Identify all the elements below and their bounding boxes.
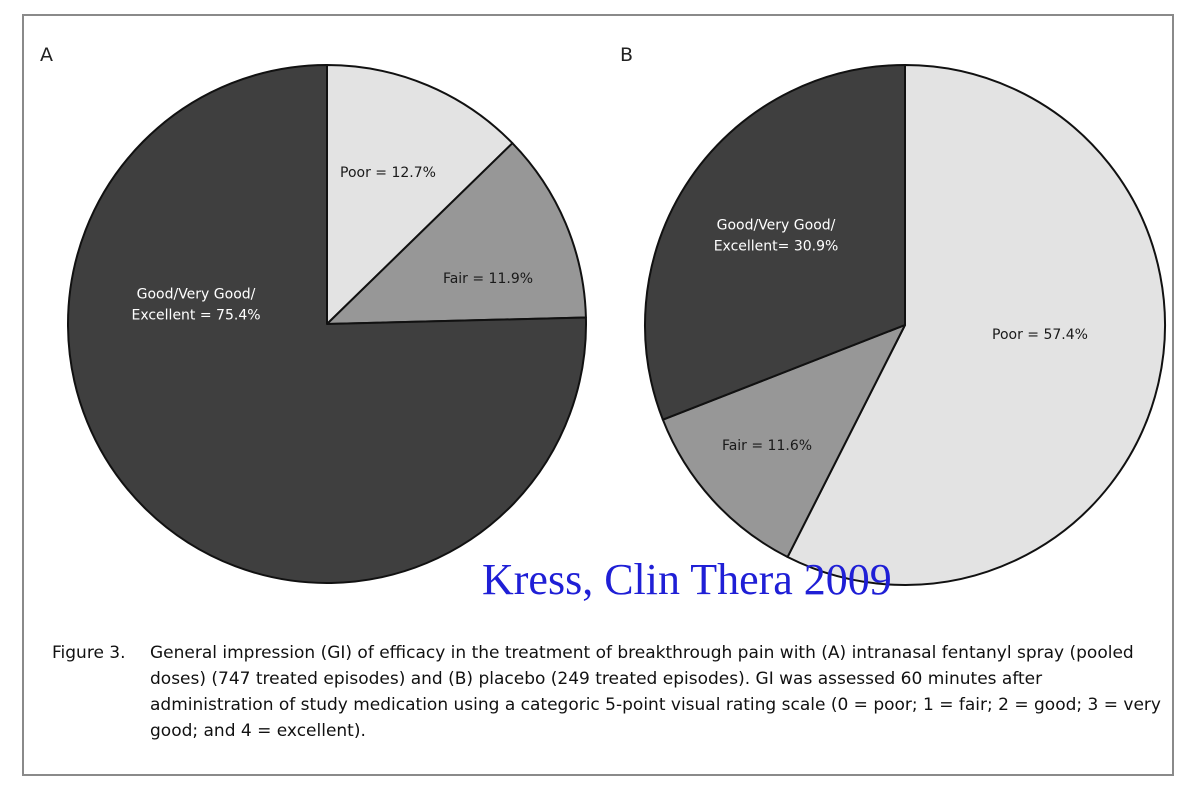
caption-number: Figure 3. <box>52 643 126 663</box>
slice-label-line: Good/Very Good/ <box>137 287 256 303</box>
pie-slice <box>786 64 1166 586</box>
pie-slice <box>661 324 906 558</box>
pie-slice <box>644 64 906 421</box>
slice-label: Good/Very Good/Excellent = 75.4% <box>131 287 260 324</box>
slice-label-line: Poor = 57.4% <box>992 327 1088 343</box>
slice-label-line: Fair = 11.6% <box>722 438 812 454</box>
caption-text: General impression (GI) of efficacy in t… <box>150 643 1161 741</box>
pie-slice <box>326 142 587 325</box>
panel-label-b: B <box>620 44 633 66</box>
slice-label-line: Excellent = 75.4% <box>131 308 260 324</box>
slice-label: Fair = 11.6% <box>722 438 812 454</box>
slice-label: Poor = 57.4% <box>992 327 1088 343</box>
slice-label-line: Fair = 11.9% <box>443 271 533 287</box>
slice-label-line: Good/Very Good/ <box>717 218 836 234</box>
slice-label: Poor = 12.7% <box>340 165 436 181</box>
pie-chart-a: Poor = 12.7% Fair = 11.9% Good/Very Good/E… <box>67 64 587 584</box>
slice-label-line: Poor = 12.7% <box>340 165 436 181</box>
pie-slice <box>326 64 514 325</box>
pie-slice <box>67 64 587 584</box>
slice-label-line: Excellent= 30.9% <box>714 239 839 255</box>
pie-chart-b: Poor = 57.4% Fair = 11.6% Good/Very Good/E… <box>644 64 1166 586</box>
figure-caption: Figure 3. General impression (GI) of eff… <box>52 640 1162 744</box>
panel-label-a: A <box>40 44 53 66</box>
slice-label: Good/Very Good/Excellent= 30.9% <box>714 218 839 255</box>
slice-label: Fair = 11.9% <box>443 271 533 287</box>
watermark-citation: Kress, Clin Thera 2009 <box>482 555 892 604</box>
